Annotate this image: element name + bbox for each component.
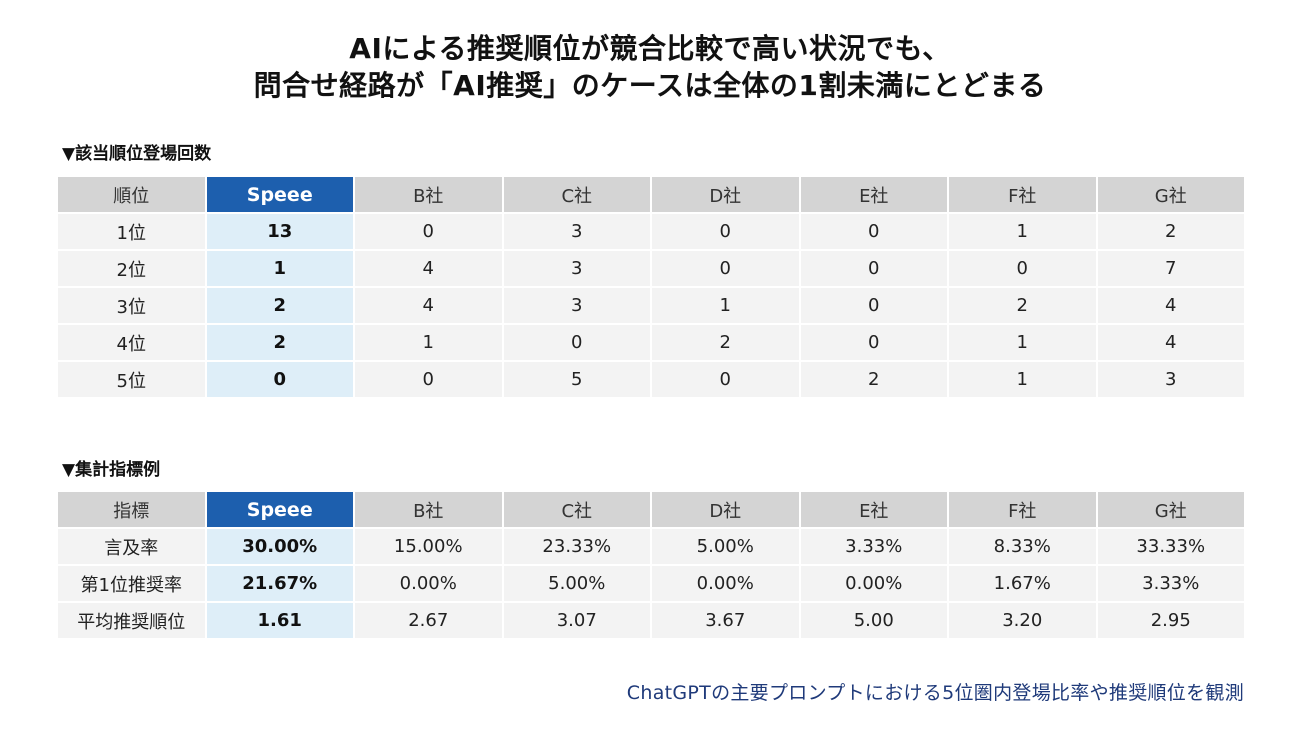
table-cell: 2 <box>800 362 947 397</box>
header-cell: E社 <box>800 492 947 527</box>
header-cell: C社 <box>503 492 650 527</box>
speee-cell: 30.00% <box>206 529 353 564</box>
speee-cell: 2 <box>206 288 353 323</box>
table-cell: 0 <box>355 362 502 397</box>
speee-cell: 13 <box>206 214 353 249</box>
table-row: 5位 0 0 5 0 2 1 3 <box>58 362 1244 397</box>
table-cell: 0.00% <box>355 566 502 601</box>
speee-cell: 0 <box>206 362 353 397</box>
table-cell: 7 <box>1097 251 1244 286</box>
table-row: 平均推奨順位 1.61 2.67 3.07 3.67 5.00 3.20 2.9… <box>58 603 1244 638</box>
table-cell: 0 <box>652 214 799 249</box>
table-cell: 3 <box>1097 362 1244 397</box>
title-line-2: 問合せ経路が「AI推奨」のケースは全体の1割未満にとどまる <box>253 69 1047 102</box>
table-cell: 4 <box>355 288 502 323</box>
header-cell: C社 <box>503 177 650 212</box>
table-cell: 3 <box>503 251 650 286</box>
table-cell: 3.67 <box>652 603 799 638</box>
table-row: 1位 13 0 3 0 0 1 2 <box>58 214 1244 249</box>
table-row: 2位 1 4 3 0 0 0 7 <box>58 251 1244 286</box>
footnote: ChatGPTの主要プロンプトにおける5位圏内登場比率や推奨順位を観測 <box>626 682 1244 704</box>
table-cell: 0.00% <box>652 566 799 601</box>
table-cell: 1 <box>949 325 1096 360</box>
table-cell: 4 <box>1097 325 1244 360</box>
table-header-row: 指標 Speee B社 C社 D社 E社 F社 G社 <box>58 492 1244 527</box>
table-cell: 5.00 <box>800 603 947 638</box>
slide-title: AIによる推奨順位が競合比較で高い状況でも、 問合せ経路が「AI推奨」のケースは… <box>0 30 1300 104</box>
speee-cell: 1 <box>206 251 353 286</box>
table-cell: 5.00% <box>503 566 650 601</box>
table-cell: 0 <box>949 251 1096 286</box>
row-label: 4位 <box>58 325 205 360</box>
table-cell: 33.33% <box>1097 529 1244 564</box>
table-cell: 0 <box>652 251 799 286</box>
table-cell: 0 <box>652 362 799 397</box>
table-cell: 3.07 <box>503 603 650 638</box>
table-row: 言及率 30.00% 15.00% 23.33% 5.00% 3.33% 8.3… <box>58 529 1244 564</box>
row-label: 平均推奨順位 <box>58 603 205 638</box>
table-cell: 1 <box>949 362 1096 397</box>
table-header-row: 順位 Speee B社 C社 D社 E社 F社 G社 <box>58 177 1244 212</box>
table-cell: 0 <box>800 325 947 360</box>
header-cell: G社 <box>1097 177 1244 212</box>
table-cell: 15.00% <box>355 529 502 564</box>
table-cell: 2.67 <box>355 603 502 638</box>
table-cell: 2 <box>949 288 1096 323</box>
table-cell: 23.33% <box>503 529 650 564</box>
table-cell: 2 <box>1097 214 1244 249</box>
rank-section-label: ▼該当順位登場回数 <box>62 144 212 164</box>
metric-table: 指標 Speee B社 C社 D社 E社 F社 G社 言及率 30.00% 15… <box>56 490 1246 640</box>
metric-section-label: ▼集計指標例 <box>62 460 161 480</box>
header-cell: D社 <box>652 177 799 212</box>
table-cell: 4 <box>1097 288 1244 323</box>
table-cell: 1 <box>355 325 502 360</box>
table-row: 3位 2 4 3 1 0 2 4 <box>58 288 1244 323</box>
table-cell: 0 <box>355 214 502 249</box>
table-cell: 4 <box>355 251 502 286</box>
table-cell: 0 <box>800 288 947 323</box>
header-cell: B社 <box>355 177 502 212</box>
table-cell: 1.67% <box>949 566 1096 601</box>
row-label: 第1位推奨率 <box>58 566 205 601</box>
speee-cell: 2 <box>206 325 353 360</box>
header-cell: E社 <box>800 177 947 212</box>
table-cell: 1 <box>652 288 799 323</box>
table-cell: 3 <box>503 288 650 323</box>
title-line-1: AIによる推奨順位が競合比較で高い状況でも、 <box>349 32 951 65</box>
header-cell: D社 <box>652 492 799 527</box>
header-cell: B社 <box>355 492 502 527</box>
header-cell: F社 <box>949 177 1096 212</box>
header-cell: F社 <box>949 492 1096 527</box>
table-cell: 1 <box>949 214 1096 249</box>
table-cell: 3.33% <box>1097 566 1244 601</box>
table-cell: 3 <box>503 214 650 249</box>
table-row: 4位 2 1 0 2 0 1 4 <box>58 325 1244 360</box>
table-cell: 0.00% <box>800 566 947 601</box>
header-cell: 指標 <box>58 492 205 527</box>
row-label: 5位 <box>58 362 205 397</box>
speee-cell: 21.67% <box>206 566 353 601</box>
row-label: 1位 <box>58 214 205 249</box>
table-cell: 0 <box>503 325 650 360</box>
speee-cell: 1.61 <box>206 603 353 638</box>
row-label: 3位 <box>58 288 205 323</box>
row-label: 2位 <box>58 251 205 286</box>
header-cell-speee: Speee <box>206 177 353 212</box>
rank-count-table: 順位 Speee B社 C社 D社 E社 F社 G社 1位 13 0 3 0 0… <box>56 175 1246 399</box>
table-cell: 5 <box>503 362 650 397</box>
table-cell: 0 <box>800 214 947 249</box>
table-cell: 3.20 <box>949 603 1096 638</box>
row-label: 言及率 <box>58 529 205 564</box>
table-cell: 0 <box>800 251 947 286</box>
header-cell: 順位 <box>58 177 205 212</box>
table-cell: 8.33% <box>949 529 1096 564</box>
table-cell: 2 <box>652 325 799 360</box>
header-cell: G社 <box>1097 492 1244 527</box>
table-cell: 5.00% <box>652 529 799 564</box>
table-cell: 2.95 <box>1097 603 1244 638</box>
table-row: 第1位推奨率 21.67% 0.00% 5.00% 0.00% 0.00% 1.… <box>58 566 1244 601</box>
table-cell: 3.33% <box>800 529 947 564</box>
header-cell-speee: Speee <box>206 492 353 527</box>
